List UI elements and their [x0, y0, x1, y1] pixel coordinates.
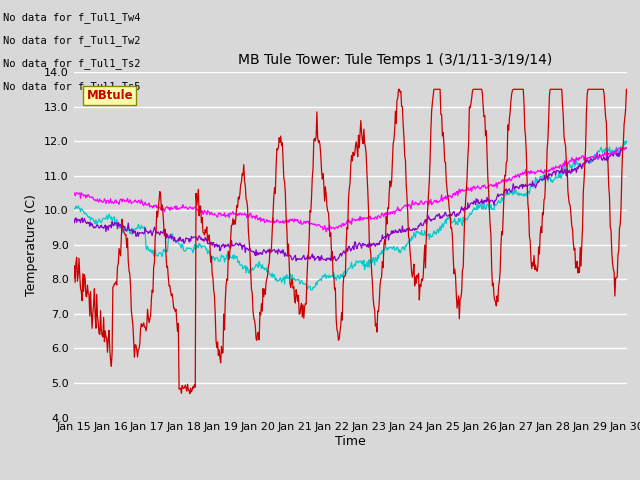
Text: No data for f_Tul1_Tw4: No data for f_Tul1_Tw4 — [3, 12, 141, 23]
Text: No data for f_Tul1_Ts5: No data for f_Tul1_Ts5 — [3, 81, 141, 92]
Y-axis label: Temperature (C): Temperature (C) — [26, 194, 38, 296]
Text: MBtule: MBtule — [86, 89, 133, 102]
X-axis label: Time: Time — [335, 435, 366, 448]
Text: No data for f_Tul1_Tw2: No data for f_Tul1_Tw2 — [3, 35, 141, 46]
Title: MB Tule Tower: Tule Temps 1 (3/1/11-3/19/14): MB Tule Tower: Tule Temps 1 (3/1/11-3/19… — [237, 53, 552, 67]
Text: No data for f_Tul1_Ts2: No data for f_Tul1_Ts2 — [3, 58, 141, 69]
